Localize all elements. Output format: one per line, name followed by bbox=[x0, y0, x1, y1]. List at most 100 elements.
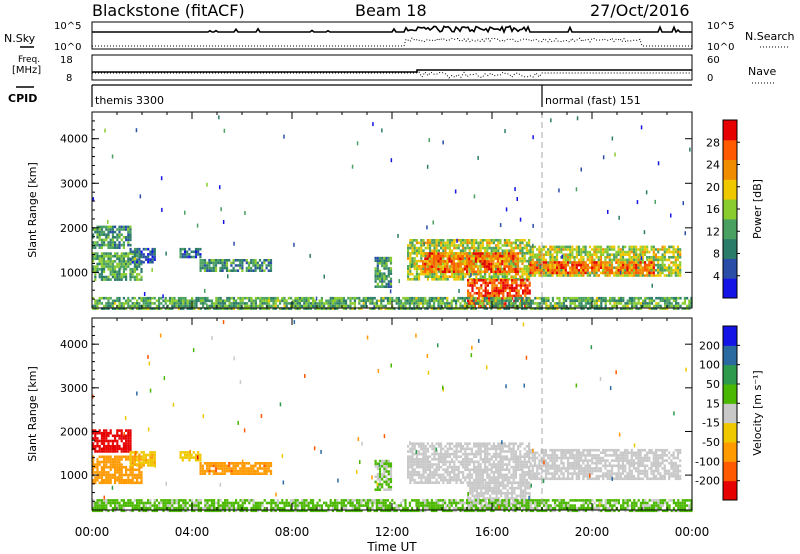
range-cell bbox=[630, 274, 633, 277]
range-cell bbox=[587, 307, 590, 310]
range-cell bbox=[109, 463, 112, 466]
range-cell bbox=[125, 444, 128, 448]
range-cell bbox=[504, 286, 507, 290]
range-cell bbox=[109, 243, 112, 247]
range-cell bbox=[506, 249, 509, 252]
range-cell bbox=[483, 265, 486, 268]
range-cell bbox=[606, 299, 609, 303]
range-cell bbox=[466, 239, 469, 242]
range-cell bbox=[380, 296, 383, 300]
range-cell bbox=[479, 246, 482, 250]
range-cell bbox=[109, 439, 112, 443]
range-cell bbox=[444, 455, 447, 458]
range-cell bbox=[422, 267, 425, 271]
range-cell bbox=[107, 257, 110, 261]
range-cell bbox=[109, 473, 112, 477]
range-cell bbox=[517, 246, 520, 250]
range-cell bbox=[153, 456, 156, 459]
range-cell bbox=[626, 253, 629, 256]
range-cell bbox=[485, 307, 488, 310]
range-cell bbox=[136, 478, 139, 482]
range-cell bbox=[515, 286, 518, 290]
range-cell bbox=[206, 261, 209, 265]
range-cell bbox=[446, 302, 449, 305]
range-cell bbox=[151, 307, 154, 310]
range-cell bbox=[495, 267, 498, 271]
range-cell bbox=[433, 299, 436, 303]
range-cell bbox=[637, 269, 640, 272]
range-cell bbox=[274, 299, 277, 303]
range-cell bbox=[219, 472, 222, 475]
range-cell bbox=[503, 249, 506, 252]
range-cell bbox=[473, 281, 476, 285]
range-cell bbox=[409, 244, 412, 247]
range-cell bbox=[577, 263, 581, 267]
range-cell bbox=[430, 254, 433, 258]
range-cell bbox=[129, 247, 132, 251]
range-cell bbox=[147, 458, 150, 462]
range-cell bbox=[129, 442, 132, 445]
range-cell bbox=[142, 247, 145, 251]
range-cell bbox=[588, 253, 592, 256]
range-cell bbox=[351, 302, 354, 305]
range-cell bbox=[203, 264, 207, 267]
range-cell bbox=[593, 266, 596, 269]
range-cell bbox=[254, 302, 257, 305]
range-cell bbox=[383, 259, 386, 262]
range-cell bbox=[98, 225, 101, 229]
range-cell bbox=[407, 270, 410, 273]
range-cell bbox=[435, 275, 438, 278]
range-cell bbox=[127, 299, 130, 303]
range-cell bbox=[497, 275, 500, 278]
range-cell bbox=[94, 243, 97, 247]
range-cell bbox=[665, 248, 669, 251]
range-cell bbox=[127, 478, 130, 482]
range-cell bbox=[415, 307, 418, 310]
range-cell bbox=[485, 252, 488, 255]
range-cell bbox=[103, 458, 106, 461]
range-cell bbox=[428, 299, 431, 303]
range-cell bbox=[237, 307, 240, 310]
range-cell bbox=[481, 239, 484, 242]
range-cell bbox=[452, 260, 455, 263]
range-cell bbox=[129, 267, 132, 271]
range-cell bbox=[431, 244, 434, 247]
range-cell bbox=[433, 455, 436, 458]
range-cell bbox=[478, 289, 481, 292]
range-cell bbox=[109, 450, 112, 453]
range-cell bbox=[439, 254, 442, 258]
range-cell bbox=[580, 271, 583, 275]
range-cell bbox=[676, 271, 680, 275]
range-cell bbox=[525, 259, 528, 263]
range-cell bbox=[409, 465, 412, 469]
range-cell bbox=[437, 307, 440, 310]
range-cell bbox=[206, 296, 209, 300]
range-cell bbox=[100, 478, 103, 482]
range-cell bbox=[490, 260, 493, 263]
range-cell bbox=[226, 307, 229, 310]
range-cell bbox=[632, 248, 636, 251]
range-cell bbox=[529, 258, 532, 262]
range-cell bbox=[511, 294, 514, 298]
range-cell bbox=[503, 296, 506, 300]
range-cell bbox=[316, 307, 319, 310]
range-cell bbox=[435, 296, 438, 300]
range-cell bbox=[131, 465, 134, 469]
range-cell bbox=[613, 245, 616, 249]
range-cell bbox=[133, 461, 137, 465]
range-cell bbox=[120, 465, 123, 469]
range-cell bbox=[294, 302, 297, 305]
range-cell bbox=[118, 262, 121, 266]
range-cell bbox=[223, 261, 226, 265]
range-cell bbox=[122, 243, 125, 247]
range-cell bbox=[435, 452, 438, 456]
range-cell bbox=[479, 299, 482, 303]
range-cell bbox=[507, 252, 510, 255]
range-cell bbox=[92, 481, 95, 485]
range-cell bbox=[440, 473, 443, 477]
range-cell bbox=[199, 307, 202, 310]
range-cell bbox=[668, 245, 671, 249]
range-cell bbox=[129, 456, 132, 459]
range-cell bbox=[646, 274, 649, 277]
range-cell bbox=[125, 434, 128, 438]
